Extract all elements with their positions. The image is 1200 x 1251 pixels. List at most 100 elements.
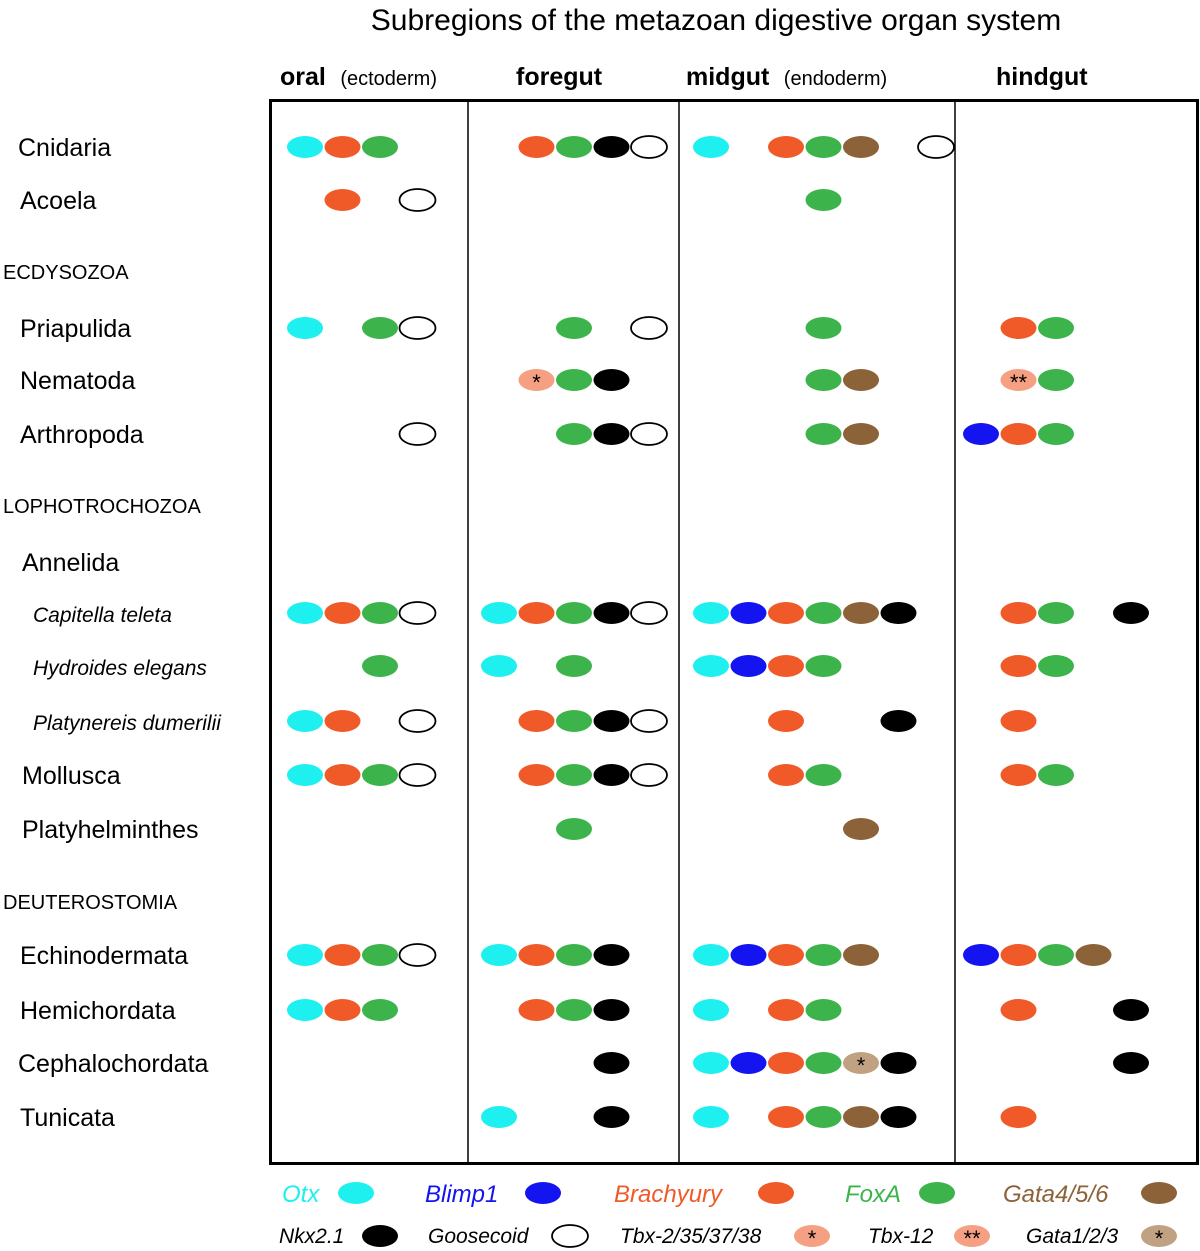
marker-blimp1	[730, 655, 767, 677]
table-border	[269, 99, 1199, 1165]
marker-foxa-shape	[556, 818, 592, 840]
marker-foxa-shape	[556, 999, 592, 1021]
marker-otx	[287, 999, 323, 1021]
marker-nkx21	[1113, 999, 1149, 1021]
row-label: Arthropoda	[20, 421, 144, 449]
marker-brachyury	[1000, 655, 1037, 677]
marker-nkx21	[593, 369, 630, 391]
marker-foxa	[805, 1052, 842, 1074]
legend-swatch-gata123-shape	[1141, 1225, 1177, 1247]
marker-blimp1-shape	[730, 944, 767, 966]
marker-nkx21	[593, 423, 630, 445]
marker-foxa-shape	[1038, 655, 1074, 677]
marker-brachyury	[324, 999, 361, 1021]
legend-label-otx: Otx	[282, 1181, 320, 1208]
marker-brachyury	[768, 999, 804, 1021]
marker-foxa-shape	[556, 602, 592, 624]
marker-otx-shape	[693, 602, 729, 624]
marker-foxa	[1038, 369, 1074, 391]
marker-foxa	[805, 999, 842, 1021]
marker-brachyury	[1000, 764, 1037, 786]
row-label: Platynereis dumerilii	[33, 712, 222, 735]
legend-swatch-foxa-shape	[919, 1182, 955, 1204]
marker-nkx21-shape	[1113, 999, 1149, 1021]
marker-foxa	[805, 423, 842, 445]
column-label-oral: oral	[280, 63, 326, 91]
marker-goosecoid-shape	[398, 709, 437, 733]
marker-foxa	[556, 317, 592, 339]
marker-gata456	[843, 944, 879, 966]
marker-foxa	[556, 818, 592, 840]
marker-gata456	[1075, 944, 1112, 966]
marker-brachyury	[768, 602, 804, 624]
marker-nkx21-shape	[593, 764, 630, 786]
column-sub-midgut: (endoderm)	[784, 68, 887, 90]
marker-goosecoid-shape	[398, 943, 437, 967]
marker-foxa-shape	[362, 944, 398, 966]
column-label-hindgut: hindgut	[996, 63, 1088, 91]
marker-otx-shape	[693, 136, 729, 158]
marker-foxa-shape	[556, 710, 592, 732]
legend-swatch-otx	[338, 1182, 374, 1204]
row-label: Nematoda	[20, 367, 135, 395]
marker-brachyury	[1000, 317, 1037, 339]
marker-goosecoid-shape	[398, 763, 437, 787]
marker-otx	[693, 1106, 729, 1128]
marker-brachyury-shape	[1000, 764, 1037, 786]
marker-gata456-shape	[843, 369, 879, 391]
marker-brachyury	[1000, 710, 1037, 732]
column-label-foregut: foregut	[516, 63, 603, 91]
marker-nkx21	[880, 1106, 917, 1128]
marker-foxa	[556, 944, 592, 966]
row-label: Tunicata	[20, 1104, 115, 1132]
marker-nkx21	[880, 602, 917, 624]
legend-swatch-gata456-shape	[1141, 1182, 1177, 1204]
marker-nkx21-shape	[1113, 602, 1149, 624]
marker-otx	[287, 602, 323, 624]
marker-brachyury	[324, 602, 361, 624]
marker-brachyury	[518, 602, 555, 624]
marker-foxa	[805, 1106, 842, 1128]
marker-brachyury-shape	[324, 764, 361, 786]
marker-brachyury-shape	[1000, 602, 1037, 624]
marker-foxa	[805, 764, 842, 786]
marker-foxa-shape	[362, 999, 398, 1021]
marker-brachyury-shape	[768, 710, 804, 732]
row-label: Mollusca	[22, 762, 121, 790]
marker-brachyury	[768, 655, 804, 677]
marker-brachyury	[1000, 602, 1037, 624]
marker-foxa-shape	[805, 369, 842, 391]
marker-otx-shape	[693, 1052, 729, 1074]
column-header-hindgut: hindgut	[996, 63, 1088, 91]
legend-swatch-goosecoid	[551, 1224, 589, 1248]
marker-nkx21	[1113, 602, 1149, 624]
marker-nkx21-shape	[880, 710, 917, 732]
marker-brachyury-shape	[1000, 423, 1037, 445]
legend-label-nkx21: Nkx2.1	[279, 1225, 344, 1248]
marker-goosecoid	[398, 709, 437, 733]
column-headers: oral (ectoderm) foregut midgut (endoderm…	[280, 63, 1088, 91]
marker-otx	[287, 710, 323, 732]
marker-foxa	[362, 944, 398, 966]
legend: Otx Blimp1 Brachyury FoxA Gata4/5/6 Nkx2.1 Goo…	[279, 1181, 1177, 1251]
marker-tbx12-shape	[1000, 369, 1037, 391]
marker-brachyury	[768, 944, 804, 966]
row-label: Platyhelminthes	[22, 816, 198, 844]
marker-foxa-shape	[1038, 764, 1074, 786]
marker-otx-shape	[287, 764, 323, 786]
marker-brachyury	[324, 764, 361, 786]
marker-blimp1-shape	[730, 655, 767, 677]
marker-otx-shape	[693, 944, 729, 966]
marker-brachyury-shape	[518, 602, 555, 624]
column-header-oral: oral (ectoderm)	[280, 63, 437, 91]
row-label: DEUTEROSTOMIA	[3, 892, 178, 914]
legend-swatch-tbx2: *	[794, 1225, 830, 1251]
legend-swatch-tbx12-shape	[954, 1225, 990, 1247]
marker-gata123-shape	[843, 1052, 879, 1074]
marker-foxa-shape	[556, 369, 592, 391]
marker-blimp1	[730, 602, 767, 624]
marker-brachyury-shape	[518, 764, 555, 786]
marker-nkx21-shape	[880, 1052, 917, 1074]
marker-otx-shape	[481, 1106, 517, 1128]
marker-otx-shape	[693, 1106, 729, 1128]
